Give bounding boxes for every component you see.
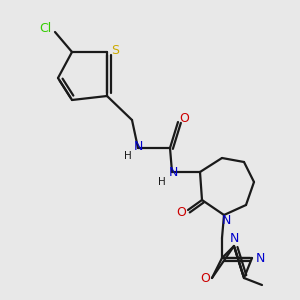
- Text: O: O: [176, 206, 186, 218]
- Text: N: N: [221, 214, 231, 226]
- Text: O: O: [179, 112, 189, 125]
- Text: H: H: [158, 177, 166, 187]
- Text: N: N: [133, 140, 143, 154]
- Text: N: N: [229, 232, 239, 244]
- Text: H: H: [124, 151, 132, 161]
- Text: N: N: [168, 167, 178, 179]
- Text: Cl: Cl: [39, 22, 51, 35]
- Text: S: S: [111, 44, 119, 58]
- Text: N: N: [255, 251, 265, 265]
- Text: O: O: [200, 272, 210, 286]
